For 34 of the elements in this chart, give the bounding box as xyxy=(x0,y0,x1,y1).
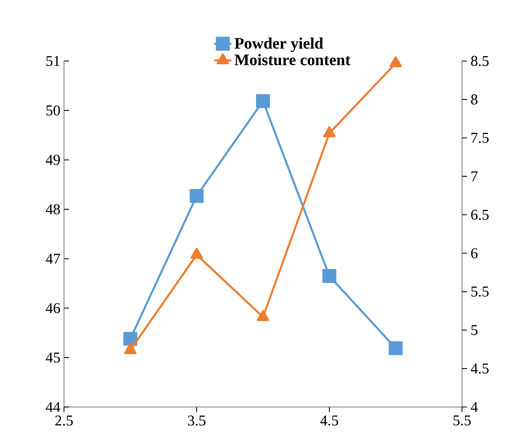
point xyxy=(123,332,138,346)
y2-tick-label: 7.5 xyxy=(472,132,489,143)
y2-tick-label: 7 xyxy=(472,171,478,182)
y2-tick-label: 4 xyxy=(470,402,478,412)
y-tick-label: 50 xyxy=(46,105,60,116)
y-tick-label: 47 xyxy=(46,254,60,264)
y-tick-label: 46 xyxy=(46,303,60,314)
y2-tick-label: 5 xyxy=(471,325,478,336)
legend-label: Moisture content xyxy=(234,54,350,66)
point xyxy=(323,126,336,138)
y-tick-label: 49 xyxy=(46,154,60,165)
x-tick-label: 2.5 xyxy=(55,416,73,426)
y-tick-label: 51 xyxy=(46,56,60,66)
point xyxy=(190,188,204,203)
y2-tick-label: 5.5 xyxy=(471,286,489,297)
y2-tick-label: 6 xyxy=(471,248,478,258)
point xyxy=(256,94,270,108)
y2-tick-label: 4.5 xyxy=(470,364,489,374)
point xyxy=(388,341,403,356)
y-tick-label: 45 xyxy=(46,352,60,363)
point xyxy=(256,310,270,322)
y2-tick-label: 8 xyxy=(471,94,478,104)
point xyxy=(322,269,336,283)
x-tick-label: 5.5 xyxy=(454,416,471,426)
point xyxy=(124,343,137,354)
y-tick-label: 44 xyxy=(46,402,60,412)
point xyxy=(389,56,402,68)
x-tick-label: 3.5 xyxy=(188,416,206,426)
x-tick-label: 4.5 xyxy=(320,416,338,426)
y2-tick-label: 6.5 xyxy=(471,210,489,220)
y-tick-label: 48 xyxy=(46,204,60,214)
y2-tick-label: 8.5 xyxy=(471,56,489,66)
legend-label: Powder yield xyxy=(234,38,324,52)
point xyxy=(190,248,203,259)
